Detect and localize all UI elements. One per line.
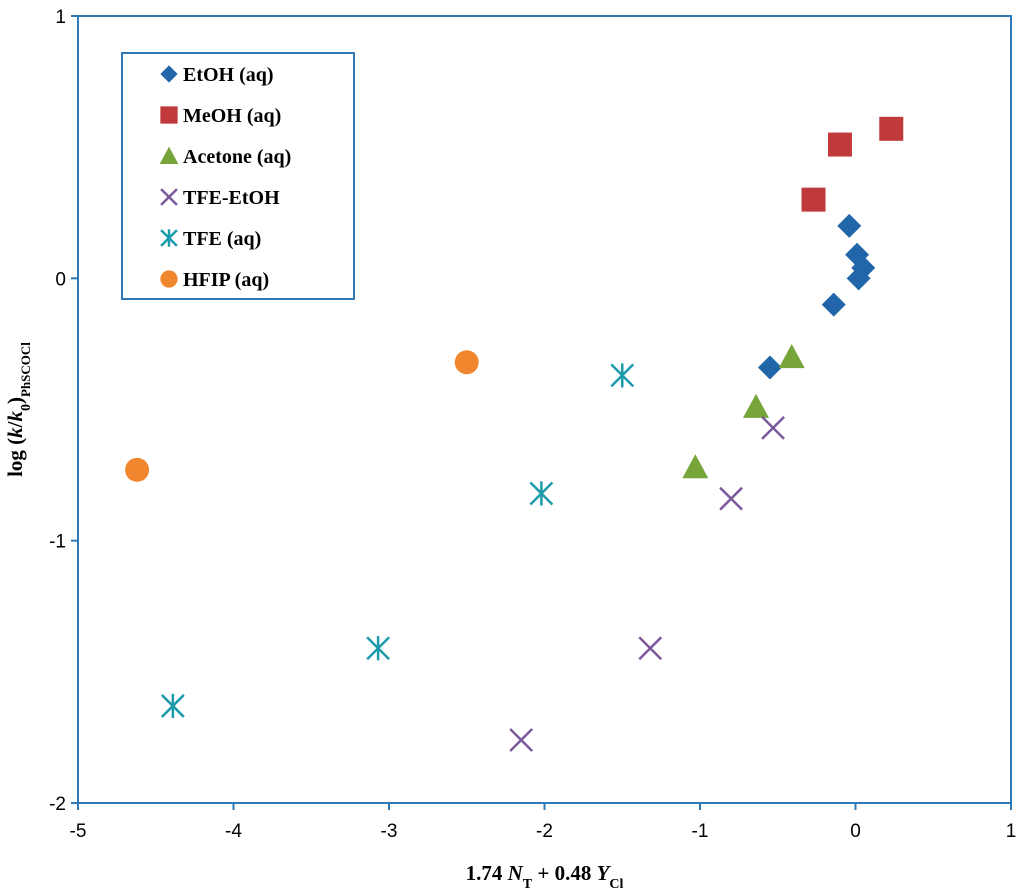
legend-label: Acetone (aq)	[183, 146, 291, 168]
x-tick-label: -2	[536, 821, 553, 842]
legend-label: EtOH (aq)	[183, 64, 274, 86]
legend: EtOH (aq) MeOH (aq) Acetone (aq) TFE-EtOH TF…	[121, 52, 355, 300]
legend-item: HFIP (aq)	[160, 269, 269, 291]
point-tfe-aq	[529, 481, 554, 506]
legend-label: HFIP (aq)	[183, 269, 269, 291]
point-tfe-etoh	[509, 728, 534, 752]
point-acetone-aq	[742, 393, 769, 418]
x-axis-ticks: -5 -4 -3 -2 -1 0 1	[70, 803, 1017, 842]
legend-marker	[160, 106, 178, 124]
point-hfip-aq	[125, 457, 150, 482]
legend-label: TFE-EtOH	[183, 187, 280, 209]
point-etoh-aq	[837, 213, 862, 238]
data-points	[125, 116, 904, 752]
legend-marker	[160, 270, 178, 288]
point-acetone-aq	[682, 454, 709, 479]
y-tick-label: -2	[49, 794, 66, 815]
point-tfe-aq	[366, 636, 390, 661]
point-tfe-etoh	[719, 486, 743, 511]
legend-item: MeOH (aq)	[160, 105, 281, 127]
x-tick-label: -5	[70, 821, 87, 842]
point-hfip-aq	[454, 350, 479, 375]
y-axis-ticks: -2 -1 0 1	[49, 7, 78, 815]
x-tick-label: 1	[1006, 821, 1017, 842]
point-tfe-aq	[610, 363, 635, 388]
y-tick-label: 0	[55, 269, 66, 290]
legend-marker	[160, 65, 178, 83]
point-etoh-aq	[757, 355, 782, 380]
legend-marker	[160, 229, 178, 247]
point-meoh-aq	[801, 187, 826, 212]
legend-item: EtOH (aq)	[160, 64, 274, 86]
legend-label: TFE (aq)	[183, 228, 261, 250]
point-meoh-aq	[879, 116, 904, 141]
legend-box	[121, 52, 355, 300]
y-axis-title: log (k/k0)PhSCOCl	[3, 342, 34, 477]
y-tick-label: -1	[49, 532, 66, 553]
point-etoh-aq	[821, 292, 846, 317]
point-etoh-aq	[846, 266, 871, 291]
y-tick-label: 1	[55, 7, 66, 28]
legend-item: Acetone (aq)	[159, 146, 291, 168]
legend-marker	[160, 188, 178, 206]
legend-item: TFE-EtOH	[160, 187, 280, 209]
x-tick-label: 0	[850, 821, 861, 842]
point-tfe-etoh	[638, 636, 663, 661]
x-tick-label: -3	[381, 821, 398, 842]
x-tick-label: -4	[225, 821, 242, 842]
point-tfe-etoh	[761, 415, 785, 440]
legend-item: TFE (aq)	[160, 228, 261, 250]
point-meoh-aq	[827, 132, 852, 157]
point-acetone-aq	[778, 344, 805, 369]
legend-label: MeOH (aq)	[183, 105, 281, 127]
point-tfe-aq	[160, 693, 185, 719]
x-tick-label: -1	[692, 821, 709, 842]
legend-marker	[159, 146, 179, 164]
x-axis-title: 1.74 NT + 0.48 YCl	[466, 861, 624, 892]
